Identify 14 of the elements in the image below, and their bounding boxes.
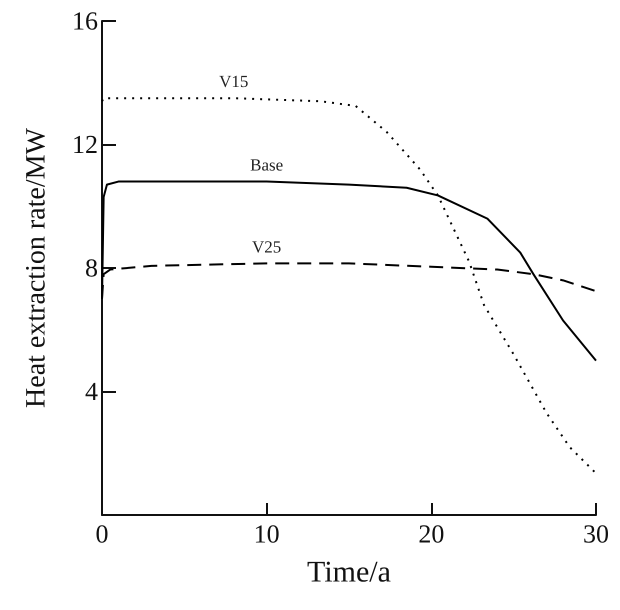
x-tick-label: 10	[254, 520, 280, 548]
line-series	[101, 97, 597, 474]
series-label: V15	[219, 72, 248, 92]
y-tick-label: 12	[72, 130, 98, 159]
series-label: V25	[252, 237, 282, 256]
x-tick-label: 20	[418, 520, 444, 548]
y-tick-label: 4	[85, 377, 98, 406]
y-axis-title: Heat extraction rate/MW	[20, 128, 52, 408]
y-tick-label: 16	[72, 6, 98, 36]
x-axis-title: Time/a	[307, 556, 391, 588]
series-label: Base	[250, 156, 284, 175]
x-tick-label: 30	[583, 520, 609, 548]
x-tick-label: 0	[96, 520, 108, 548]
y-tick-label: 8	[85, 254, 98, 282]
